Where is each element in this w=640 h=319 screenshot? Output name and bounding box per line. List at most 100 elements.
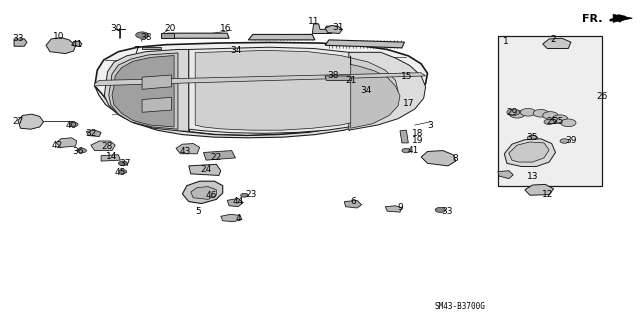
Text: 26: 26 [596, 92, 607, 101]
Text: 20: 20 [164, 24, 175, 33]
Text: 9: 9 [397, 204, 403, 212]
Polygon shape [344, 200, 362, 208]
Polygon shape [142, 75, 172, 89]
Circle shape [241, 193, 248, 197]
Circle shape [561, 119, 576, 127]
Circle shape [118, 161, 127, 166]
Polygon shape [204, 151, 236, 160]
Text: 29: 29 [506, 108, 518, 117]
Polygon shape [101, 155, 120, 161]
Polygon shape [91, 141, 115, 151]
Text: 32: 32 [85, 129, 97, 138]
Circle shape [520, 108, 536, 116]
Text: 19: 19 [412, 137, 423, 145]
Polygon shape [543, 38, 571, 48]
Text: 16: 16 [220, 24, 231, 33]
Polygon shape [385, 206, 402, 212]
Polygon shape [525, 184, 554, 195]
Polygon shape [191, 187, 216, 199]
Polygon shape [351, 56, 400, 128]
Circle shape [543, 112, 558, 119]
Polygon shape [312, 24, 332, 33]
Text: 23: 23 [245, 190, 257, 199]
Text: 40: 40 [66, 121, 77, 130]
Text: 38: 38 [327, 71, 339, 80]
Circle shape [94, 132, 100, 135]
Polygon shape [161, 33, 174, 38]
Text: 28: 28 [102, 142, 113, 151]
Polygon shape [400, 130, 408, 143]
Text: 41: 41 [407, 146, 419, 155]
Text: 27: 27 [12, 117, 24, 126]
Polygon shape [142, 97, 172, 112]
Polygon shape [349, 52, 426, 130]
Text: 25: 25 [546, 117, 557, 126]
Polygon shape [189, 164, 221, 175]
Text: 39: 39 [565, 137, 577, 145]
Circle shape [509, 110, 525, 118]
Circle shape [332, 28, 340, 32]
Polygon shape [509, 142, 549, 162]
Text: 33: 33 [441, 207, 452, 216]
Text: 21: 21 [345, 76, 356, 85]
FancyBboxPatch shape [498, 36, 602, 186]
Text: SM43-B3700G: SM43-B3700G [434, 302, 485, 311]
Text: 5: 5 [196, 207, 201, 216]
Text: 35: 35 [527, 133, 538, 142]
Circle shape [527, 135, 538, 140]
Polygon shape [325, 76, 352, 80]
Text: 42: 42 [52, 141, 63, 150]
Polygon shape [504, 139, 556, 167]
Circle shape [211, 194, 218, 198]
Polygon shape [182, 181, 223, 204]
Text: 12: 12 [541, 190, 553, 199]
Polygon shape [109, 53, 178, 129]
Text: 36: 36 [72, 147, 84, 156]
Polygon shape [95, 73, 426, 86]
Text: 17: 17 [403, 99, 414, 108]
Circle shape [69, 122, 78, 127]
Text: 7: 7 [133, 46, 138, 55]
Polygon shape [221, 214, 242, 222]
Polygon shape [14, 39, 27, 46]
Circle shape [197, 189, 210, 196]
Polygon shape [498, 171, 513, 179]
Text: 15: 15 [401, 72, 412, 81]
Text: 11: 11 [308, 17, 319, 26]
Circle shape [119, 170, 127, 174]
Text: 1: 1 [503, 37, 508, 46]
Circle shape [560, 139, 569, 143]
Text: 37: 37 [119, 159, 131, 168]
Polygon shape [227, 198, 243, 207]
Text: 43: 43 [180, 147, 191, 156]
Circle shape [402, 148, 411, 153]
Text: 34: 34 [360, 86, 372, 95]
Text: 10: 10 [53, 32, 65, 41]
Text: 14: 14 [106, 152, 118, 161]
Polygon shape [95, 42, 428, 136]
Polygon shape [248, 34, 315, 40]
Text: 6: 6 [351, 197, 356, 206]
Text: 45: 45 [115, 168, 126, 177]
Text: 4: 4 [236, 214, 241, 223]
Text: 38: 38 [140, 33, 152, 42]
Circle shape [536, 188, 546, 193]
Text: 18: 18 [412, 129, 423, 138]
Polygon shape [56, 138, 77, 147]
Polygon shape [189, 47, 413, 133]
Text: 22: 22 [211, 153, 222, 162]
Circle shape [136, 32, 148, 38]
Text: FR.: FR. [582, 13, 603, 24]
Circle shape [15, 42, 21, 46]
Polygon shape [165, 33, 229, 38]
Circle shape [507, 109, 520, 115]
Polygon shape [112, 56, 174, 127]
Text: 3: 3 [428, 121, 433, 130]
Circle shape [552, 115, 568, 122]
Circle shape [544, 119, 554, 124]
Text: 13: 13 [527, 172, 538, 181]
Polygon shape [325, 40, 404, 48]
Text: 44: 44 [232, 197, 244, 206]
Text: 8: 8 [453, 154, 458, 163]
Polygon shape [95, 86, 417, 138]
